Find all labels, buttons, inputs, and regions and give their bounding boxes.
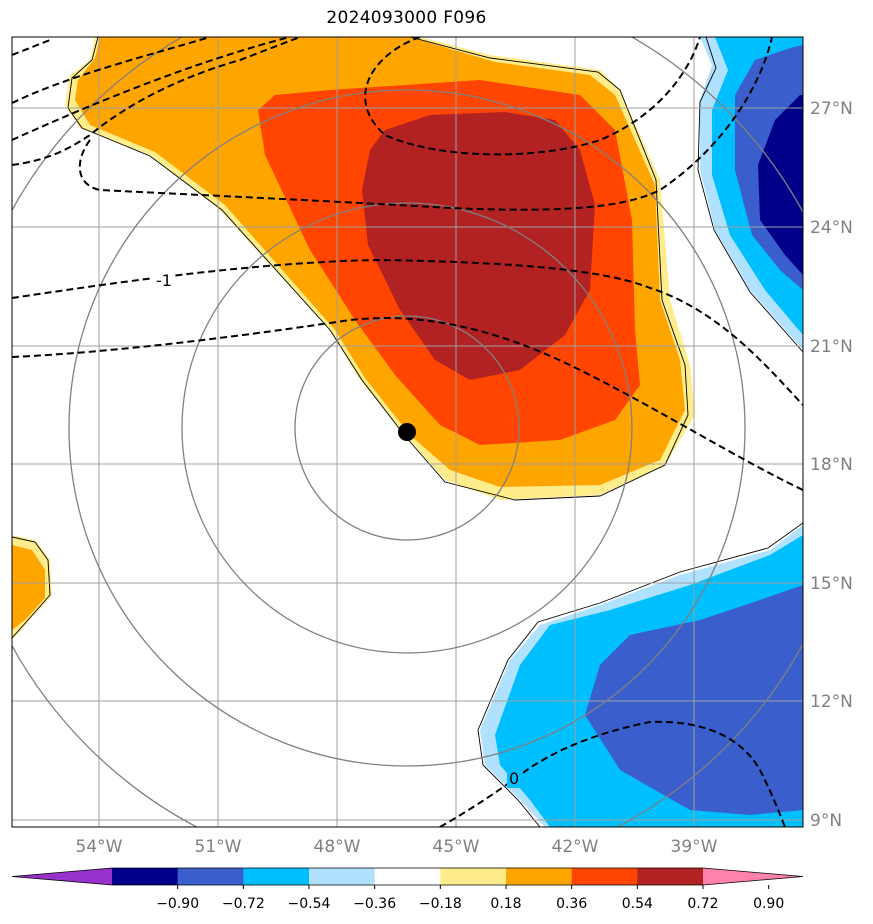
fill-firebrick <box>362 112 595 380</box>
map-title: 2024093000 F096 <box>326 8 487 28</box>
colorbar: −0.90 −0.72 −0.54 −0.36 −0.18 0.18 0.36 0.54 0.7… <box>11 867 804 912</box>
range-ring-1 <box>294 315 520 541</box>
contour-label-zero: 0 <box>509 769 519 788</box>
range-ring-3 <box>68 89 746 767</box>
colorbar-segment <box>374 868 441 885</box>
contour-label-minus1: -1 <box>156 271 172 290</box>
boundary-west <box>12 536 51 639</box>
colorbar-tick-label: 0.36 <box>556 896 587 912</box>
boundary-warm <box>67 37 689 501</box>
colorbar-tick-label: −0.36 <box>353 896 396 912</box>
colorbar-segment <box>112 868 179 885</box>
colorbar-tick-label: −0.18 <box>419 896 462 912</box>
contour-closed-north <box>364 37 701 156</box>
colorbar-tick-label: 0.54 <box>622 896 653 912</box>
boundary-ne <box>697 37 803 353</box>
range-rings <box>12 37 803 827</box>
lat-label: 18°N <box>810 455 853 475</box>
lat-label: 9°N <box>810 811 842 831</box>
contour-21n <box>12 317 803 491</box>
colorbar-extend-low <box>12 868 112 885</box>
contour-24n <box>78 37 773 211</box>
map-frame <box>11 36 804 828</box>
colorbar-tick-label: −0.72 <box>222 896 265 912</box>
colorbar-segment <box>309 868 376 885</box>
fill-navy-ne <box>758 95 803 275</box>
colorbar-extend-high <box>703 868 803 885</box>
colorbar-segment <box>177 868 244 885</box>
zero-boundary-lines <box>12 37 803 827</box>
dashed-contours <box>12 37 803 827</box>
colorbar-segment <box>637 868 704 885</box>
lat-label: 21°N <box>810 337 853 357</box>
storm-center-dot <box>398 423 416 441</box>
lon-label: 39°W <box>671 837 718 857</box>
lat-label: 12°N <box>810 692 853 712</box>
lon-label: 42°W <box>552 837 599 857</box>
colorbar-segment <box>571 868 638 885</box>
graticule <box>12 37 803 827</box>
colorbar-tick-label: −0.54 <box>288 896 331 912</box>
contour-nw-1 <box>12 39 51 56</box>
colorbar-segment <box>243 868 310 885</box>
positive-anomaly-west <box>12 535 52 640</box>
lon-label: 54°W <box>76 837 123 857</box>
colorbar-tick-label: 0.18 <box>490 896 521 912</box>
lat-label: 15°N <box>810 574 853 594</box>
contour-zero <box>439 720 786 827</box>
fill-orange-west <box>12 545 45 630</box>
negative-anomaly-northeast <box>700 37 803 350</box>
contour-label-bg <box>150 270 172 290</box>
colorbar-segment <box>440 868 507 885</box>
colorbar-segment <box>506 868 573 885</box>
lon-label: 48°W <box>314 837 361 857</box>
map-area: -1 0 <box>12 37 803 827</box>
latitude-labels: 27°N 24°N 21°N 18°N 15°N 12°N 9°N <box>810 99 853 831</box>
colorbar-tick-label: 0.90 <box>753 896 784 912</box>
contour-nw-2 <box>12 37 211 104</box>
lon-label: 45°W <box>433 837 480 857</box>
colorbar-outline <box>11 867 804 886</box>
contour-long-west <box>12 37 301 166</box>
longitude-labels: 54°W 51°W 48°W 45°W 42°W 39°W <box>76 837 718 857</box>
contour-label-bg-2 <box>507 768 523 788</box>
contour-nw-3 <box>12 37 291 141</box>
range-ring-2 <box>181 202 633 654</box>
colorbar-tick-label: −0.90 <box>156 896 199 912</box>
lon-label: 51°W <box>195 837 242 857</box>
lat-label: 27°N <box>810 99 853 119</box>
colorbar-tick-label: 0.72 <box>687 896 718 912</box>
boundary-se <box>477 522 803 827</box>
lat-label: 24°N <box>810 218 853 238</box>
